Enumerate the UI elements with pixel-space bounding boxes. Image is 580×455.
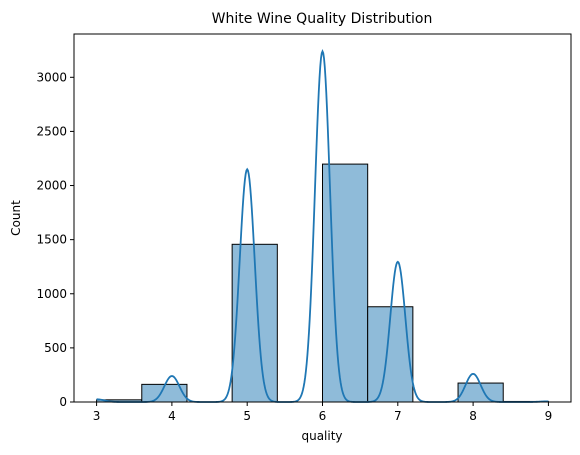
y-tick-label: 3000 [36,70,67,84]
y-tick-label: 500 [44,341,67,355]
histogram-bars [96,163,549,403]
y-tick-label: 1500 [36,233,67,247]
x-tick-label: 9 [545,409,553,423]
x-tick-label: 7 [394,409,402,423]
y-tick-label: 2000 [36,179,67,193]
x-tick-label: 4 [168,409,176,423]
kde-curve [96,49,549,403]
y-tick-label: 2500 [36,124,67,138]
chart-title: White Wine Quality Distribution [212,11,433,27]
histogram-bar-5 [322,163,369,403]
x-axis-ticks: 3 4 5 6 7 8 9 [93,402,552,423]
x-tick-label: 6 [319,409,327,423]
y-axis-label: Count [9,200,23,236]
y-tick-label: 1000 [36,287,67,301]
y-axis-ticks: 0 500 1000 1500 2000 2500 3000 [36,70,74,409]
x-tick-label: 5 [243,409,251,423]
x-axis-label: quality [301,429,342,443]
x-tick-label: 8 [469,409,477,423]
plot-frame [73,33,572,403]
y-tick-label: 0 [59,395,67,409]
x-tick-label: 3 [93,409,101,423]
